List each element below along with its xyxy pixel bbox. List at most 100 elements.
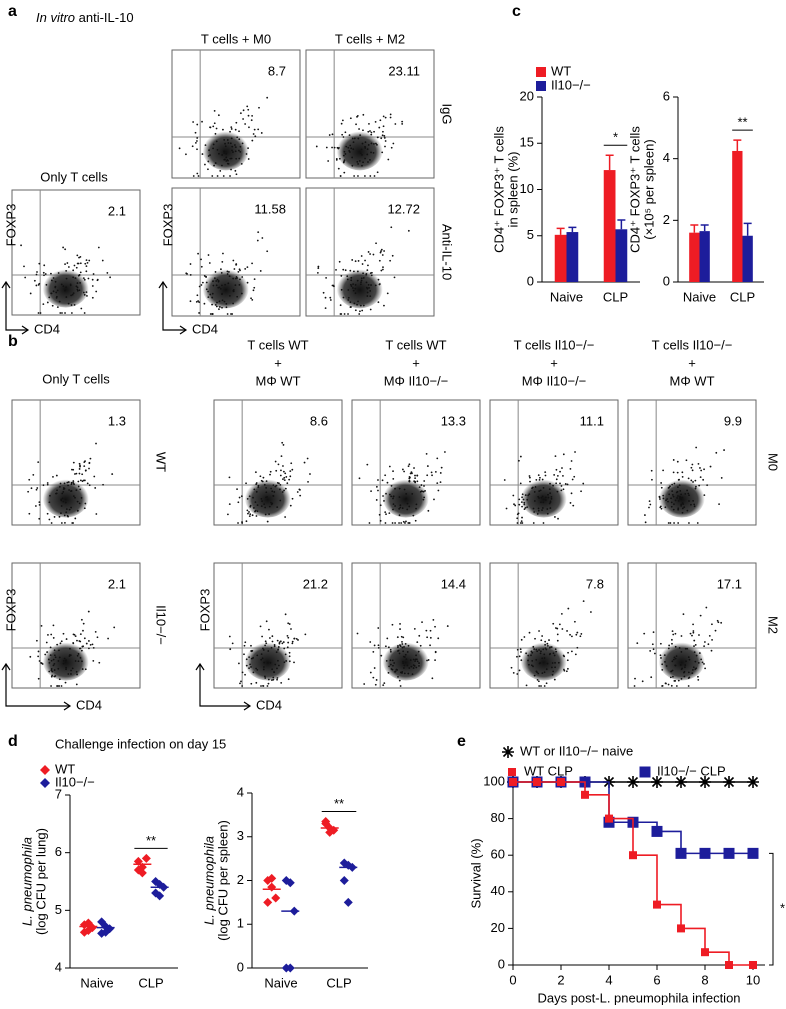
event-dot: [414, 660, 416, 662]
event-dot: [340, 275, 343, 277]
x-tick-label: CLP: [730, 289, 755, 304]
event-dot: [35, 273, 38, 276]
event-dot: [246, 281, 249, 284]
event-dot: [357, 260, 360, 262]
event-dot: [37, 655, 40, 658]
event-dot: [687, 656, 690, 659]
event-dot: [361, 309, 364, 312]
event-dot: [664, 660, 666, 663]
significance-bracket: [769, 852, 774, 966]
event-dot: [699, 467, 701, 469]
event-dot: [549, 646, 551, 649]
event-dot: [78, 647, 81, 650]
event-dot: [271, 668, 274, 671]
event-dot: [49, 494, 51, 497]
event-dot: [81, 660, 83, 663]
marker: [675, 776, 687, 788]
event-dot: [42, 484, 45, 487]
event-dot: [671, 483, 674, 486]
event-dot: [344, 153, 347, 155]
event-dot: [401, 641, 403, 643]
event-dot: [404, 643, 407, 645]
event-dot: [217, 280, 220, 283]
event-dot: [80, 496, 83, 499]
significance-label: **: [334, 796, 344, 811]
event-dot: [288, 655, 291, 658]
event-dot: [289, 504, 292, 507]
event-dot: [257, 128, 260, 131]
event-dot: [392, 664, 394, 667]
event-dot: [682, 503, 685, 506]
event-dot: [372, 650, 375, 653]
event-dot: [394, 522, 396, 524]
event-dot: [72, 461, 75, 464]
event-dot: [362, 277, 365, 279]
event-dot: [375, 679, 378, 681]
event-dot: [70, 483, 73, 486]
event-dot: [93, 475, 96, 478]
event-dot: [381, 151, 384, 154]
event-dot: [290, 628, 292, 630]
error-bar: [568, 226, 577, 233]
event-dot: [510, 666, 513, 669]
event-dot: [261, 657, 264, 660]
event-dot: [264, 675, 266, 678]
event-dot: [386, 481, 389, 484]
event-dot: [416, 474, 419, 477]
event-dot: [230, 313, 232, 315]
event-dot: [349, 306, 352, 308]
y-axis-label: L. pneumophila: [201, 836, 216, 925]
event-dot: [228, 271, 230, 273]
event-dot: [671, 490, 674, 493]
marker: [677, 924, 685, 933]
event-dot: [278, 641, 281, 644]
x-tick-label: Naive: [80, 975, 113, 990]
event-dot: [711, 623, 713, 626]
event-dot: [691, 672, 694, 675]
event-dot: [46, 482, 49, 484]
event-dot: [344, 131, 347, 134]
event-dot: [54, 286, 57, 289]
event-dot: [214, 162, 217, 164]
event-dot: [370, 133, 373, 136]
event-dot: [268, 513, 270, 516]
event-dot: [86, 262, 89, 264]
event-dot: [84, 262, 87, 265]
event-dot: [255, 667, 258, 670]
event-dot: [266, 520, 269, 523]
event-dot: [390, 668, 393, 670]
x-tick-label: 10: [746, 972, 760, 987]
event-dot: [390, 226, 393, 229]
event-dot: [384, 522, 387, 524]
event-dot: [58, 649, 60, 652]
event-dot: [374, 683, 377, 686]
event-dot: [283, 476, 286, 479]
event-dot: [49, 654, 52, 656]
event-dot: [693, 639, 696, 642]
dot: [343, 897, 353, 907]
event-dot: [362, 304, 365, 307]
column-header: T cells + M0: [201, 31, 271, 46]
event-dot: [246, 509, 249, 512]
y-tick-label: 0: [498, 956, 505, 971]
event-dot: [89, 457, 92, 460]
event-dot: [288, 660, 291, 663]
event-dot: [684, 647, 687, 650]
error-bar: [556, 227, 565, 235]
event-dot: [375, 485, 378, 488]
event-dot: [235, 157, 238, 160]
event-dot: [403, 645, 405, 648]
event-dot: [426, 659, 428, 662]
event-dot: [291, 640, 294, 643]
event-dot: [48, 670, 51, 673]
event-dot: [77, 660, 80, 663]
event-dot: [391, 522, 394, 524]
event-dot: [692, 666, 695, 669]
event-dot: [403, 667, 405, 669]
event-dot: [693, 505, 696, 508]
event-dot: [283, 489, 285, 492]
event-dot: [263, 503, 266, 506]
event-dot: [691, 463, 694, 466]
event-dot: [211, 175, 214, 177]
event-dot: [407, 522, 410, 524]
